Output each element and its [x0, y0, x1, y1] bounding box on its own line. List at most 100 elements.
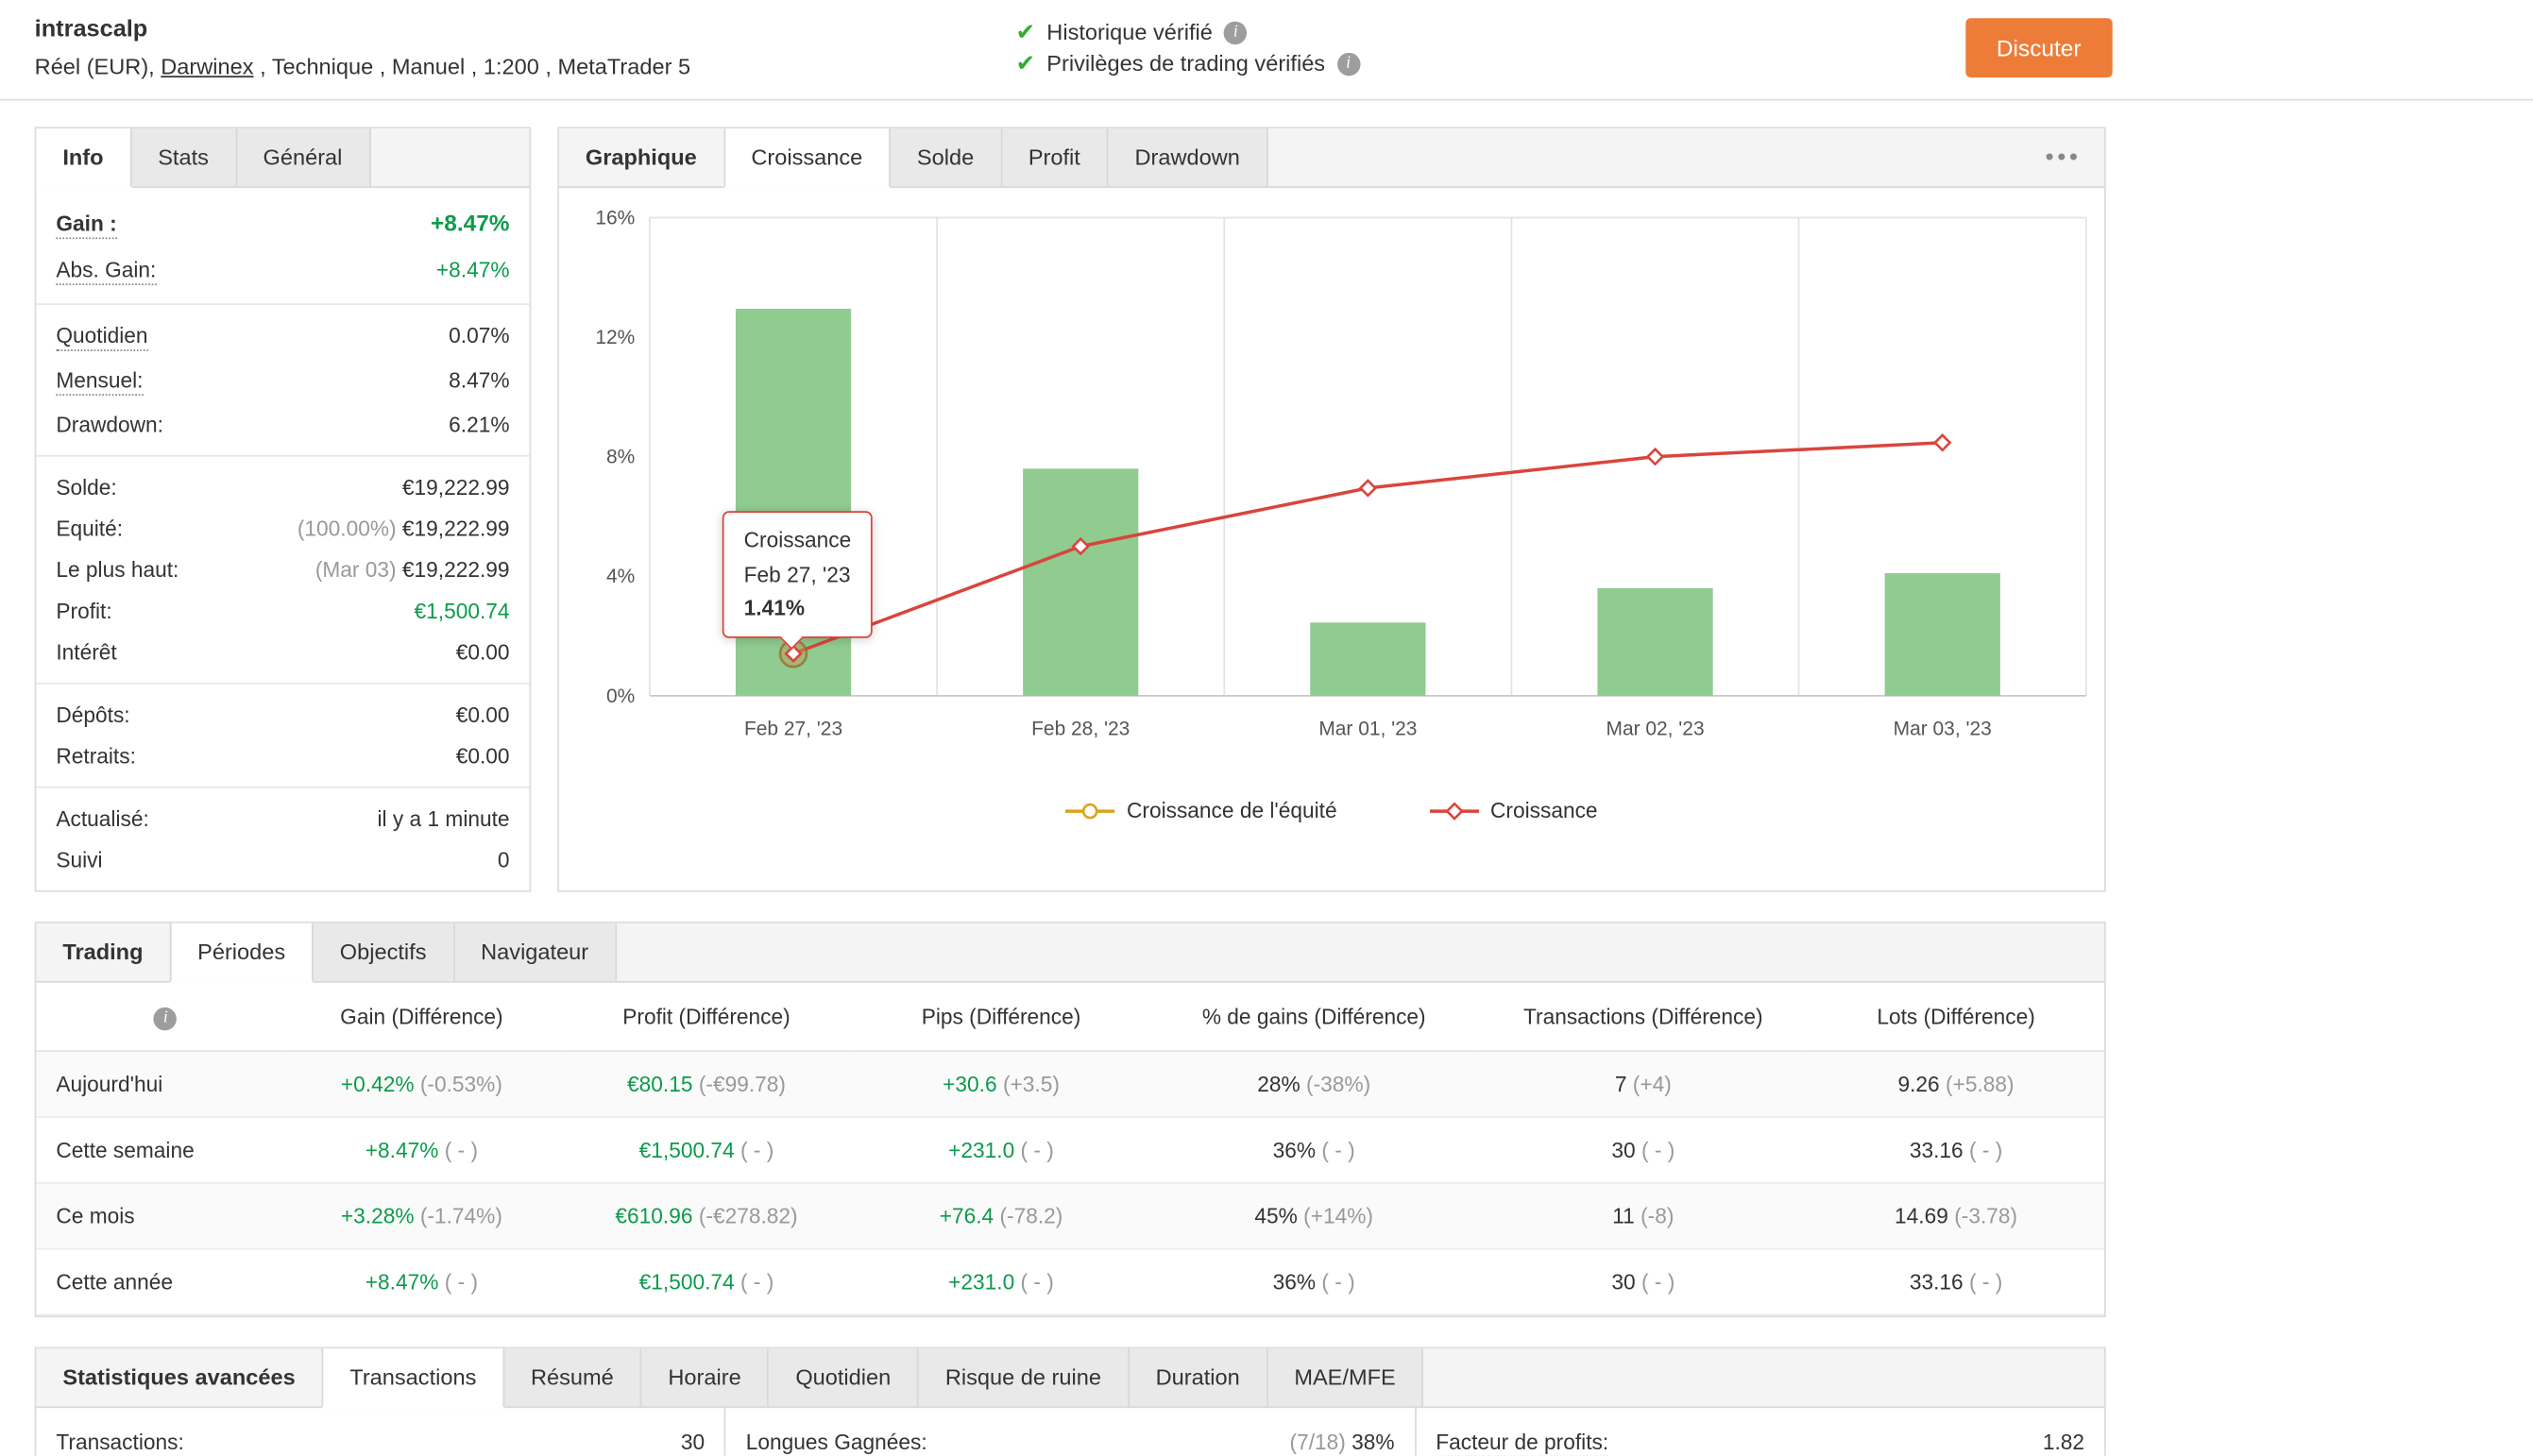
row-label: Ce mois [36, 1182, 283, 1248]
info-value: +8.47% [436, 257, 510, 281]
info-value: €0.00 [456, 639, 510, 664]
info-value-main: €0.00 [456, 743, 510, 768]
row-label: Cette semaine [36, 1116, 283, 1182]
cell-diff: (-8) [1640, 1203, 1674, 1227]
cell-diff: ( - ) [1321, 1137, 1354, 1161]
info-row: Suivi0 [36, 839, 529, 881]
data-point[interactable] [1935, 435, 1950, 450]
verified-badge: ✔Historique vérifiéi [1016, 18, 1965, 46]
tab-p-riodes[interactable]: Périodes [169, 923, 313, 983]
x-axis-label: Feb 27, '23 [744, 719, 842, 740]
tab-stats[interactable]: Stats [130, 128, 237, 186]
info-row: Dépôts:€0.00 [36, 694, 529, 736]
growth-chart-svg[interactable]: 0%4%8%12%16%Feb 27, '23Feb 28, '23Mar 01… [559, 201, 2104, 782]
tab-risque-de-ruine[interactable]: Risque de ruine [917, 1347, 1129, 1405]
broker-link[interactable]: Darwinex [161, 55, 253, 79]
data-point[interactable] [1360, 481, 1375, 496]
tab-navigateur[interactable]: Navigateur [452, 923, 616, 981]
info-value-main: €0.00 [456, 703, 510, 727]
advanced-section-label[interactable]: Statistiques avancées [36, 1347, 321, 1405]
cell-value: +30.6 [943, 1071, 996, 1095]
tab-quotidien[interactable]: Quotidien [768, 1347, 919, 1405]
table-cell: 36% ( - ) [1149, 1116, 1479, 1182]
tab-g-n-ral[interactable]: Général [235, 128, 370, 186]
cell-value: 14.69 [1895, 1203, 1948, 1227]
divider [36, 455, 529, 457]
chart-legend: Croissance de l'équité Croissance [559, 782, 2104, 830]
account-meta-prefix: Réel (EUR), [35, 55, 162, 79]
cell-diff: (-€278.82) [699, 1203, 798, 1227]
stat-label: Longues Gagnées: [746, 1429, 927, 1453]
data-point[interactable] [1648, 449, 1663, 465]
info-icon[interactable]: i [1336, 52, 1359, 75]
legend-item[interactable]: Croissance [1429, 798, 1597, 822]
tab-duration[interactable]: Duration [1128, 1347, 1267, 1405]
tab-drawdown[interactable]: Drawdown [1107, 128, 1268, 186]
info-label: Mensuel: [56, 367, 143, 396]
stat-value-main: 1.82 [2043, 1429, 2084, 1453]
chart-bar[interactable] [1023, 468, 1138, 696]
chart-bar[interactable] [1597, 588, 1712, 696]
stat-value-main: 38% [1352, 1429, 1394, 1453]
chart-bar[interactable] [1310, 622, 1425, 696]
cell-diff: (-38%) [1306, 1071, 1370, 1095]
table-cell: 45% (+14%) [1149, 1182, 1479, 1248]
table-row: Aujourd'hui+0.42% (-0.53%)€80.15 (-€99.7… [36, 1050, 2104, 1116]
table-cell: 7 (+4) [1479, 1050, 1809, 1116]
tab-profit[interactable]: Profit [1000, 128, 1108, 186]
ellipsis-menu-icon[interactable]: ••• [2046, 144, 2104, 172]
row-label: Cette année [36, 1248, 283, 1314]
badge-label: Privilèges de trading vérifiés [1046, 51, 1325, 76]
tab-r-sum[interactable]: Résumé [502, 1347, 641, 1405]
y-tick-label: 0% [606, 686, 635, 707]
stat-cell: Transactions:30 [36, 1407, 725, 1456]
cell-diff: (-1.74%) [420, 1203, 502, 1227]
info-label: Abs. Gain: [56, 257, 156, 285]
info-value: €19,222.99 [402, 475, 510, 499]
table-cell: +0.42% (-0.53%) [283, 1050, 560, 1116]
cell-diff: ( - ) [1969, 1137, 2002, 1161]
info-value: 8.47% [449, 367, 509, 392]
divider [36, 683, 529, 685]
cell-value: 11 [1612, 1203, 1635, 1227]
info-label: Le plus haut: [56, 557, 178, 582]
y-tick-label: 4% [606, 566, 635, 587]
info-icon[interactable]: i [1224, 21, 1247, 43]
info-value-main: 8.47% [449, 367, 509, 392]
tab-horaire[interactable]: Horaire [640, 1347, 770, 1405]
info-row: Le plus haut:(Mar 03) €19,222.99 [36, 549, 529, 590]
legend-diamond-icon [1429, 801, 1478, 821]
info-rows: Gain :+8.47%Abs. Gain:+8.47%Quotidien0.0… [36, 188, 529, 890]
legend-item[interactable]: Croissance de l'équité [1065, 798, 1336, 822]
stat-cell: Facteur de profits:1.82 [1416, 1407, 2104, 1456]
tab-croissance[interactable]: Croissance [723, 128, 891, 188]
account-summary: intrascalp Réel (EUR), Darwinex , Techni… [35, 16, 1016, 78]
info-panel: InfoStatsGénéral Gain :+8.47%Abs. Gain:+… [35, 127, 532, 891]
tab-objectifs[interactable]: Objectifs [312, 923, 454, 981]
info-value-secondary: (Mar 03) [315, 557, 402, 582]
info-label: Profit: [56, 599, 111, 623]
advanced-tabs: Statistiques avancées TransactionsRésumé… [36, 1347, 2104, 1407]
info-row: Quotidien0.07% [36, 315, 529, 360]
tab-mae-mfe[interactable]: MAE/MFE [1266, 1347, 1424, 1405]
cell-value: 7 [1615, 1071, 1627, 1095]
account-header: intrascalp Réel (EUR), Darwinex , Techni… [0, 0, 2533, 101]
discuss-button[interactable]: Discuter [1965, 18, 2113, 77]
chart-bar[interactable] [1885, 573, 2000, 696]
chart-section-label[interactable]: Graphique [559, 128, 723, 186]
tab-info[interactable]: Info [36, 128, 131, 188]
check-icon: ✔ [1016, 18, 1035, 46]
chart-panel-tabs: Graphique CroissanceSoldeProfitDrawdown … [559, 128, 2104, 188]
trading-section-label[interactable]: Trading [36, 923, 169, 981]
chart-tabs-holder: CroissanceSoldeProfitDrawdown [723, 128, 1266, 186]
info-icon[interactable]: i [154, 1007, 177, 1029]
tab-solde[interactable]: Solde [889, 128, 1002, 186]
cell-value: 9.26 [1898, 1071, 1940, 1095]
account-meta-suffix: , Technique , Manuel , 1:200 , MetaTrade… [254, 55, 691, 79]
info-row: Solde:€19,222.99 [36, 466, 529, 508]
verification-badges: ✔Historique vérifiéi✔ Privilèges de tradi… [1016, 15, 1965, 81]
cell-value: 28% [1257, 1071, 1300, 1095]
stat-value: 1.82 [2043, 1429, 2084, 1453]
cell-value: 36% [1273, 1269, 1316, 1294]
tab-transactions[interactable]: Transactions [322, 1347, 504, 1407]
